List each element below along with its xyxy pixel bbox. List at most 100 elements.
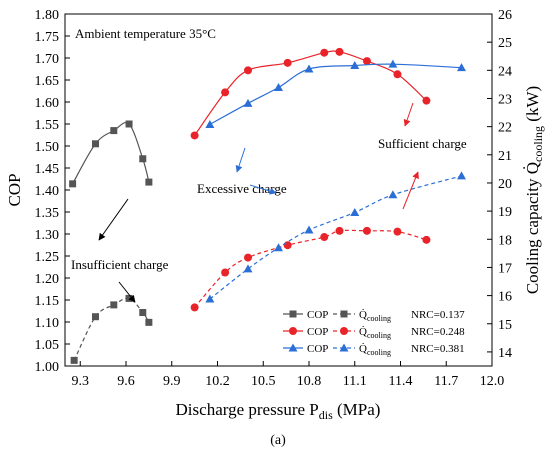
legend-nrc-label: NRC=0.248 (411, 326, 465, 338)
legend: COP Q̇cooling NRC=0.137 COP Q̇cooling NRC=0.2… (283, 309, 465, 357)
cop-point (304, 64, 314, 73)
cooling-point (221, 268, 230, 277)
right-y-tick-labels: 14 15 16 17 18 19 20 21 22 23 24 25 26 (498, 8, 512, 361)
series-1 (190, 47, 431, 312)
cop-point (139, 155, 147, 163)
cop-point (457, 63, 466, 72)
left-y-tick-label: 1.00 (35, 360, 60, 375)
legend-nrc-label: NRC=0.381 (411, 343, 465, 355)
arrow-insufficient-cop (98, 198, 129, 241)
cop-point (125, 120, 133, 128)
series-0 (69, 120, 153, 364)
right-y-tick-label: 19 (498, 205, 512, 220)
right-y-tick-label: 26 (498, 8, 512, 23)
legend-row: COP Q̇cooling NRC=0.248 (283, 326, 465, 340)
legend-cooling-label: Q̇cooling (359, 326, 391, 340)
right-y-axis-title-sub: cooling (531, 126, 545, 162)
cop-point (362, 57, 371, 66)
x-tick-label: 10.8 (297, 374, 322, 389)
cooling-point (243, 264, 253, 273)
legend-cooling-label: Q̇cooling (359, 343, 391, 357)
cop-point (244, 66, 252, 75)
legend-row: COP Q̇cooling NRC=0.381 (283, 343, 465, 357)
cop-point (388, 59, 398, 68)
right-y-tick-label: 16 (498, 290, 512, 305)
legend-cooling-marker (339, 343, 349, 352)
right-y-tick-label: 14 (498, 346, 512, 361)
x-tick-label: 10.5 (251, 374, 276, 389)
x-tick-label: 9.3 (72, 374, 90, 389)
x-tick-label: 9.9 (163, 374, 181, 389)
x-tick-label: 10.2 (205, 374, 230, 389)
cop-point (350, 60, 360, 69)
cooling-point (350, 208, 360, 217)
ambient-label: Ambient temperature 35°C (75, 26, 216, 41)
left-y-tick-label: 1.55 (35, 118, 60, 133)
right-y-tick-label: 17 (498, 261, 512, 276)
right-y-tick-label: 20 (498, 177, 512, 192)
right-y-tick-label: 18 (498, 233, 512, 248)
cop-point (145, 178, 153, 186)
cop-point (320, 48, 329, 57)
right-y-axis-title-main: Cooling capacity Q̇ (523, 162, 542, 294)
cooling-point (393, 227, 402, 236)
legend-row: COP Q̇cooling NRC=0.137 (283, 309, 465, 323)
left-y-tick-label: 1.45 (35, 162, 60, 177)
x-axis-title-main: Discharge pressure P (176, 400, 319, 419)
series-2 (205, 59, 466, 303)
legend-cop-label: COP (307, 343, 328, 355)
left-y-tick-label: 1.65 (35, 74, 60, 89)
cooling-point (110, 301, 118, 309)
cooling-point (190, 303, 199, 312)
cop-point (283, 58, 292, 67)
x-axis-title-unit: (MPa) (333, 400, 381, 419)
annotation-excessive-charge: Excessive charge (197, 181, 287, 196)
cooling-point (320, 233, 329, 242)
right-y-tick-label: 23 (498, 92, 512, 107)
cop-point (422, 96, 431, 105)
left-y-tick-label: 1.30 (35, 228, 60, 243)
legend-cop-label: COP (307, 326, 328, 338)
right-y-axis-title: Cooling capacity Q̇cooling (kW) (523, 86, 545, 294)
x-tick-label: 11.1 (343, 374, 367, 389)
x-tick-label: 9.6 (117, 374, 135, 389)
right-y-tick-label: 24 (498, 64, 512, 79)
cooling-point (244, 253, 252, 262)
arrow-sufficient-cooling (402, 171, 419, 210)
arrow-sufficient-cop (403, 102, 414, 127)
cooling-point (457, 171, 466, 180)
arrow-insufficient-cooling (118, 281, 136, 303)
left-y-axis-title: COP (5, 173, 24, 206)
left-y-tick-label: 1.75 (35, 30, 60, 45)
cooling-point (205, 294, 215, 303)
cooling-point (304, 225, 314, 234)
x-tick-label: 12.0 (480, 374, 505, 389)
axis-ticks (65, 13, 493, 367)
annotation-insufficient-charge: Insufficient charge (71, 257, 169, 272)
left-y-tick-label: 1.20 (35, 272, 60, 287)
x-tick-label: 11.4 (389, 374, 413, 389)
arrow-excessive-cooling (249, 184, 277, 195)
cop-point (69, 180, 77, 188)
left-y-tick-label: 1.15 (35, 294, 60, 309)
cooling-point (335, 226, 344, 235)
x-tick-labels: 9.3 9.6 9.9 10.2 10.5 10.8 11.1 11.4 11.7 12.0 (72, 374, 505, 389)
right-y-axis-title-unit: (kW) (523, 86, 542, 126)
annotation-sufficient-charge: Sufficient charge (378, 136, 467, 151)
legend-cooling-label: Q̇cooling (359, 309, 391, 323)
cop-point (335, 47, 344, 56)
legend-cop-marker (288, 343, 298, 352)
left-y-tick-label: 1.80 (35, 8, 60, 23)
cop-point (243, 98, 253, 107)
legend-cop-label: COP (307, 309, 328, 321)
x-axis-title: Discharge pressure Pdis (MPa) (176, 400, 381, 422)
cooling-point (92, 313, 99, 321)
cooling-point (274, 243, 283, 252)
figure-caption: (a) (270, 433, 286, 448)
cooling-line (194, 229, 427, 308)
cooling-point (70, 356, 78, 364)
left-y-tick-label: 1.50 (35, 140, 60, 155)
left-y-tick-label: 1.60 (35, 96, 60, 111)
legend-cooling-marker (340, 310, 348, 318)
